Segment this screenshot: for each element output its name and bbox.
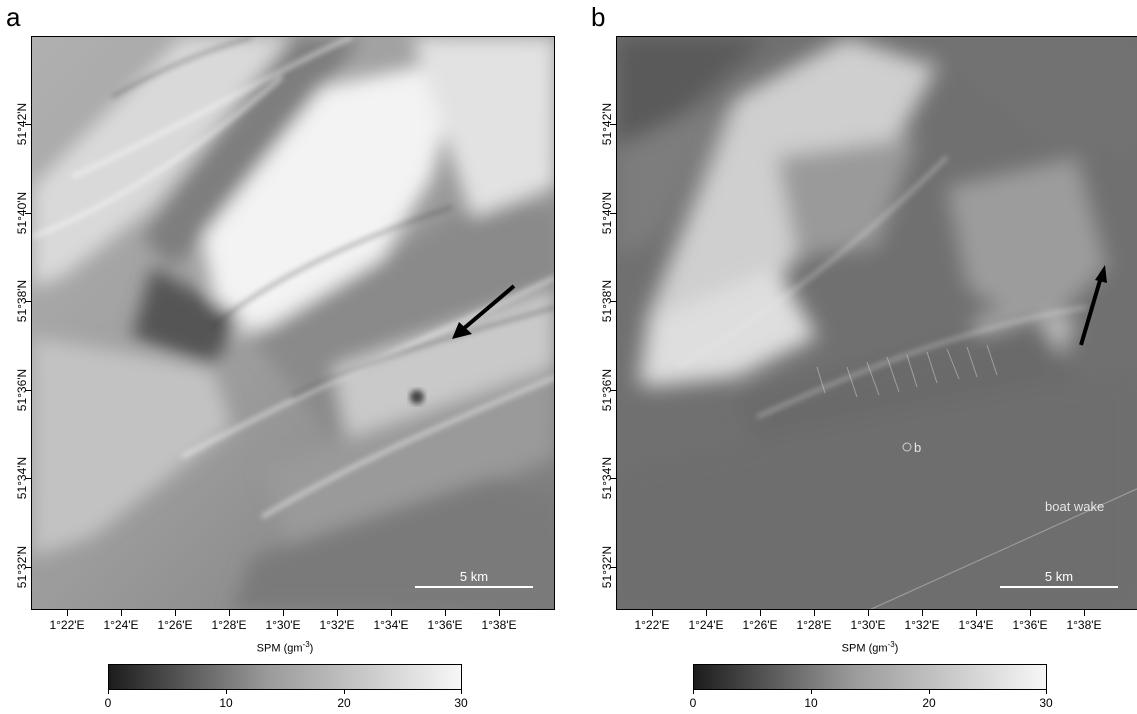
panel-a: a	[0, 0, 560, 714]
x-tick-label: 1°36'E	[427, 618, 463, 632]
colorbar-tick-label: 20	[922, 696, 936, 710]
y-tick-label: 51°32'N	[15, 545, 29, 589]
spm-map-b: b boat wake 5 km	[616, 36, 1137, 610]
y-tick-label: 51°36'N	[600, 368, 614, 412]
scale-bar-label-b: 5 km	[1045, 569, 1073, 584]
y-tick-label: 51°36'N	[15, 368, 29, 412]
x-tick-label: 1°38'E	[481, 618, 517, 632]
spm-map-a: 5 km	[31, 36, 555, 610]
x-tick-label: 1°22'E	[634, 618, 670, 632]
colorbar-tick-label: 30	[454, 696, 468, 710]
spm-image-a: 5 km	[32, 37, 554, 609]
colorbar-title: SPM (gm-3)	[841, 640, 899, 655]
x-tick-label: 1°22'E	[49, 618, 85, 632]
x-tick-label: 1°28'E	[796, 618, 832, 632]
x-tick-label: 1°34'E	[373, 618, 409, 632]
y-tick-label: 51°42'N	[600, 102, 614, 146]
y-tick-label: 51°32'N	[600, 545, 614, 589]
colorbar-tick-label: 0	[104, 696, 112, 710]
x-tick-label: 1°26'E	[157, 618, 193, 632]
x-tick-label: 1°36'E	[1012, 618, 1048, 632]
spm-image-b: b boat wake 5 km	[617, 37, 1137, 609]
panel-b: b	[585, 0, 1137, 714]
x-tick-label: 1°28'E	[211, 618, 247, 632]
y-tick-label: 51°38'N	[15, 279, 29, 323]
y-tick-label: 51°38'N	[600, 279, 614, 323]
colorbar	[108, 664, 462, 690]
colorbar-tick-label: 20	[337, 696, 351, 710]
x-tick-label: 1°24'E	[688, 618, 724, 632]
y-tick-label: 51°40'N	[15, 191, 29, 235]
colorbar-tick-label: 10	[219, 696, 233, 710]
y-tick-label: 51°42'N	[15, 102, 29, 146]
x-tick-label: 1°24'E	[103, 618, 139, 632]
boat-wake-line	[869, 488, 1137, 609]
panel-letter: b	[591, 2, 606, 32]
point-b-marker	[902, 442, 912, 452]
colorbar-title: SPM (gm-3)	[256, 640, 314, 655]
colorbar-tick-label: 0	[689, 696, 697, 710]
panel-letter: a	[6, 2, 21, 32]
y-tick-label: 51°40'N	[600, 191, 614, 235]
y-tick-label: 51°34'N	[600, 456, 614, 500]
colorbar-tick-label: 10	[804, 696, 818, 710]
scale-bar-label-a: 5 km	[460, 569, 488, 584]
x-tick-label: 1°38'E	[1066, 618, 1102, 632]
colorbar	[693, 664, 1047, 690]
x-tick-label: 1°32'E	[904, 618, 940, 632]
point-b-label: b	[914, 440, 921, 455]
flow-arrow-a	[460, 284, 516, 332]
y-tick-label: 51°34'N	[15, 456, 29, 500]
x-tick-label: 1°30'E	[265, 618, 301, 632]
x-tick-label: 1°34'E	[958, 618, 994, 632]
x-tick-label: 1°32'E	[319, 618, 355, 632]
x-tick-label: 1°30'E	[850, 618, 886, 632]
x-tick-label: 1°26'E	[742, 618, 778, 632]
flow-arrow-b	[1079, 276, 1103, 346]
colorbar-tick-label: 30	[1039, 696, 1053, 710]
boat-wake-label: boat wake	[1045, 499, 1104, 514]
